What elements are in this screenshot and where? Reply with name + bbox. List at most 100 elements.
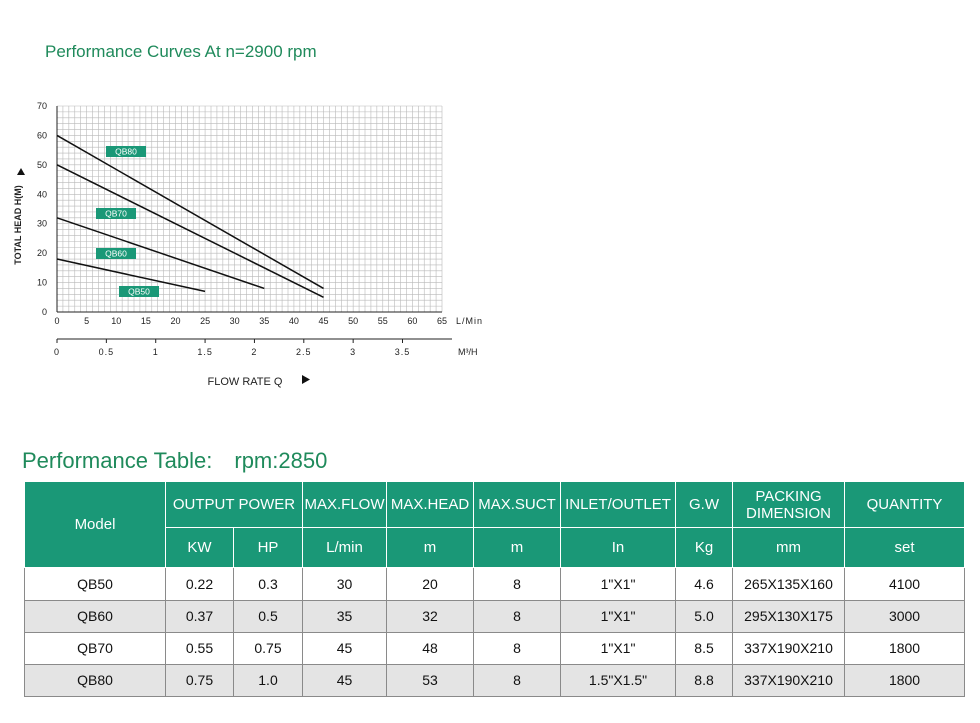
x-tick-label: 60 xyxy=(407,316,417,326)
y-tick-label: 60 xyxy=(37,130,47,140)
cell-hp: 0.75 xyxy=(232,631,304,665)
header-packing-dimension: PACKING DIMENSION xyxy=(732,480,846,529)
x2-tick-label: 2.5 xyxy=(296,347,312,357)
cell-max-head: 32 xyxy=(386,599,475,633)
cell-hp: 0.3 xyxy=(232,567,304,601)
chart-title: Performance Curves At n=2900 rpm xyxy=(45,42,317,61)
series-tag-bg xyxy=(96,248,136,259)
cell-quantity: 1800 xyxy=(844,663,966,698)
performance-table: Model OUTPUT POWER MAX.FLOW MAX.HEAD MAX… xyxy=(24,480,966,698)
cell-inlet-outlet: 1"X1" xyxy=(560,631,677,665)
table-title-label: Performance Table: xyxy=(22,448,213,473)
header-packing-line1: PACKING xyxy=(755,487,822,505)
table-row: QB60 0.37 0.5 35 32 8 1"X1" 5.0 295X130X… xyxy=(24,599,966,633)
x2-unit-label: M³/H xyxy=(458,347,478,357)
x2-tick-label: 2 xyxy=(251,347,257,357)
cell-hp: 0.5 xyxy=(232,599,304,633)
x-tick-label: 5 xyxy=(84,316,89,326)
cell-inlet-outlet: 1"X1" xyxy=(560,567,677,601)
series-tag-label: QB80 xyxy=(115,147,137,157)
unit-packing: mm xyxy=(732,527,846,569)
cell-packing: 265X135X160 xyxy=(732,567,846,601)
series-line-qb70 xyxy=(56,164,324,298)
cell-model: QB80 xyxy=(24,663,166,698)
cell-gw: 5.0 xyxy=(675,599,734,633)
cell-max-suct: 8 xyxy=(473,631,562,665)
series-tag-bg xyxy=(96,208,136,219)
cell-max-flow: 35 xyxy=(302,599,388,633)
header-max-head: MAX.HEAD xyxy=(386,480,475,529)
series-tag-label: QB70 xyxy=(105,209,127,219)
cell-quantity: 3000 xyxy=(844,599,966,633)
x-unit-label: L/Min xyxy=(456,316,483,326)
y-tick-label: 10 xyxy=(37,278,47,288)
cell-hp: 1.0 xyxy=(232,663,304,698)
x2-tick-label: 1 xyxy=(153,347,159,357)
y-tick-label: 40 xyxy=(37,189,47,199)
header-gw: G.W xyxy=(675,480,734,529)
y-tick-label: 70 xyxy=(37,101,47,111)
unit-hp: HP xyxy=(232,527,304,569)
x-tick-label: 25 xyxy=(200,316,210,326)
x-tick-label: 15 xyxy=(141,316,151,326)
y-tick-label: 0 xyxy=(42,307,47,317)
header-quantity: QUANTITY xyxy=(844,480,966,529)
cell-model: QB50 xyxy=(24,567,166,601)
cell-max-flow: 45 xyxy=(302,663,388,698)
header-inlet-outlet: INLET/OUTLET xyxy=(560,480,677,529)
unit-kw: KW xyxy=(165,527,234,569)
x-tick-label: 40 xyxy=(289,316,299,326)
y-axis-label: TOTAL HEAD H(M) xyxy=(13,185,23,265)
x-tick-label: 50 xyxy=(348,316,358,326)
cell-max-suct: 8 xyxy=(473,663,562,698)
unit-head: m xyxy=(386,527,475,569)
cell-gw: 8.5 xyxy=(675,631,734,665)
header-model: Model xyxy=(24,480,166,569)
table-header-row: Model OUTPUT POWER MAX.FLOW MAX.HEAD MAX… xyxy=(24,480,966,569)
cell-max-head: 48 xyxy=(386,631,475,665)
table-row: QB70 0.55 0.75 45 48 8 1"X1" 8.5 337X190… xyxy=(24,631,966,665)
table-units-row: KW HP L/min m m In Kg mm set xyxy=(25,527,966,569)
header-packing-line2: DIMENSION xyxy=(746,504,832,522)
cell-gw: 4.6 xyxy=(675,567,734,601)
table-row: QB50 0.22 0.3 30 20 8 1"X1" 4.6 265X135X… xyxy=(24,567,966,601)
cell-kw: 0.55 xyxy=(165,631,234,665)
x2-tick-label: 3 xyxy=(350,347,356,357)
cell-max-flow: 30 xyxy=(302,567,388,601)
cell-packing: 337X190X210 xyxy=(732,663,846,698)
series-line-qb80 xyxy=(56,134,324,290)
cell-quantity: 4100 xyxy=(844,567,966,601)
x-axis-arrow-icon xyxy=(302,375,310,384)
cell-max-head: 20 xyxy=(386,567,475,601)
y-tick-label: 50 xyxy=(37,160,47,170)
series-tag-label: QB60 xyxy=(105,249,127,259)
y-tick-label: 20 xyxy=(37,248,47,258)
x2-tick-label: 0 xyxy=(54,347,60,357)
x2-tick-label: 0.5 xyxy=(99,347,115,357)
header-max-suct: MAX.SUCT xyxy=(473,480,562,529)
x-tick-label: 55 xyxy=(378,316,388,326)
cell-packing: 337X190X210 xyxy=(732,631,846,665)
x-tick-label: 45 xyxy=(319,316,329,326)
table-rpm: rpm:2850 xyxy=(234,448,328,473)
cell-kw: 0.75 xyxy=(165,663,234,698)
series-tag-bg xyxy=(119,286,159,297)
x-tick-label: 35 xyxy=(259,316,269,326)
table-title: Performance Table: rpm:2850 xyxy=(22,448,327,474)
y-tick-label: 30 xyxy=(37,219,47,229)
x-tick-label: 20 xyxy=(170,316,180,326)
cell-max-head: 53 xyxy=(386,663,475,698)
x2-tick-label: 1.5 xyxy=(197,347,213,357)
header-output-power: OUTPUT POWER xyxy=(164,480,304,529)
header-max-flow: MAX.FLOW xyxy=(302,480,388,529)
unit-gw: Kg xyxy=(675,527,734,569)
x-tick-label: 10 xyxy=(111,316,121,326)
cell-inlet-outlet: 1"X1" xyxy=(560,599,677,633)
unit-suct: m xyxy=(473,527,562,569)
x-axis-label: FLOW RATE Q xyxy=(208,376,283,388)
unit-flow: L/min xyxy=(302,527,388,569)
series-tag-label: QB50 xyxy=(128,287,150,297)
unit-quantity: set xyxy=(844,527,966,569)
cell-model: QB60 xyxy=(24,599,166,633)
